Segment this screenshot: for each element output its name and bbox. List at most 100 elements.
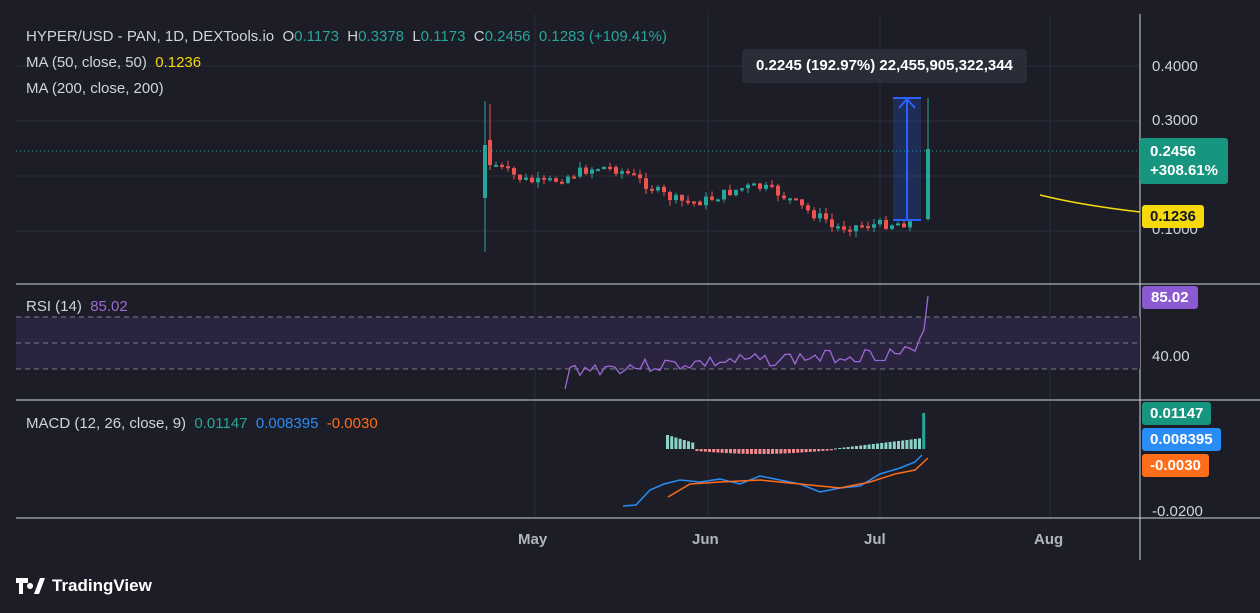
macd-histogram-bar bbox=[829, 449, 833, 451]
candle-body bbox=[788, 198, 792, 201]
macd-histogram-bar bbox=[817, 449, 821, 452]
macd-histogram-bar bbox=[674, 437, 678, 449]
close-label: C bbox=[473, 28, 485, 45]
macd-legend[interactable]: MACD (12, 26, close, 9) 0.01147 0.008395… bbox=[26, 415, 378, 432]
macd-histogram-bar bbox=[699, 449, 703, 452]
candle-body bbox=[626, 171, 630, 174]
candle-body bbox=[884, 219, 888, 229]
macd-histogram-bar bbox=[779, 449, 783, 454]
macd-histogram-bar bbox=[695, 449, 699, 452]
rsi-value: 85.02 bbox=[90, 298, 128, 315]
macd-histogram-bar bbox=[867, 444, 871, 449]
ma50-line bbox=[1039, 194, 1141, 213]
candle-body bbox=[872, 224, 876, 228]
macd-histogram-bar bbox=[792, 449, 795, 453]
candle-body bbox=[596, 169, 600, 172]
candle-body bbox=[650, 188, 654, 191]
candle-body bbox=[848, 229, 852, 232]
candle-body bbox=[560, 181, 564, 184]
candle-body bbox=[536, 177, 540, 183]
macd-histogram-bar bbox=[888, 441, 892, 449]
macd-histogram-bar bbox=[750, 449, 753, 454]
macd-histogram-bar bbox=[687, 441, 690, 449]
tradingview-logo[interactable]: TradingView bbox=[16, 576, 152, 596]
candle-body bbox=[638, 174, 642, 179]
candle-body bbox=[566, 176, 570, 184]
rsi-legend[interactable]: RSI (14) 85.02 bbox=[26, 298, 128, 315]
low-value: 0.1173 bbox=[420, 28, 466, 45]
macd-histogram-bar bbox=[729, 449, 732, 454]
ma50-price-tag: 0.1236 bbox=[1142, 205, 1204, 228]
candle-body bbox=[548, 178, 552, 181]
macd-histogram-bar bbox=[880, 442, 884, 449]
macd-histogram-bar bbox=[842, 447, 846, 449]
tradingview-icon bbox=[16, 578, 45, 594]
macd-histogram-bar bbox=[922, 413, 926, 449]
ma50-legend[interactable]: MA (50, close, 50) 0.1236 bbox=[26, 54, 201, 71]
macd-histogram-bar bbox=[892, 441, 896, 449]
macd-histogram-bar bbox=[846, 447, 850, 449]
low-label: L bbox=[412, 28, 421, 45]
macd-histogram-bar bbox=[905, 439, 909, 449]
candle-body bbox=[800, 199, 804, 206]
macd-histogram-bar bbox=[796, 449, 800, 453]
macd-histogram-bar bbox=[855, 446, 858, 449]
candle-body bbox=[524, 177, 528, 180]
high-value: 0.3378 bbox=[358, 28, 404, 45]
candle-body bbox=[746, 184, 750, 189]
candle-body bbox=[518, 174, 522, 180]
candle-body bbox=[728, 189, 732, 196]
candle-body bbox=[620, 171, 624, 174]
candle-body bbox=[692, 201, 696, 204]
macd-tag-line: 0.008395 bbox=[1142, 428, 1221, 451]
macd-signal-line bbox=[667, 457, 929, 498]
macd-histogram-bar bbox=[871, 443, 875, 449]
macd-signal-legend-value: -0.0030 bbox=[326, 415, 378, 432]
candle-body bbox=[668, 192, 672, 201]
macd-histogram-bar bbox=[758, 449, 762, 454]
open-label: O bbox=[282, 28, 295, 45]
candle-body bbox=[686, 200, 690, 203]
candle-body bbox=[602, 166, 606, 170]
macd-histogram-bar bbox=[703, 449, 707, 452]
candle-body bbox=[656, 186, 660, 191]
macd-histogram-bar bbox=[762, 449, 766, 454]
candle-body bbox=[926, 149, 930, 219]
macd-histogram-bar bbox=[808, 449, 812, 452]
ma200-legend[interactable]: MA (200, close, 200) bbox=[26, 80, 164, 97]
candle-body bbox=[578, 167, 582, 177]
macd-histogram-bar bbox=[775, 449, 779, 454]
x-tick-jun: Jun bbox=[692, 531, 719, 548]
candle-body bbox=[740, 188, 744, 191]
candle-body bbox=[782, 195, 786, 199]
measure-arrowhead bbox=[898, 97, 916, 109]
plot-background bbox=[16, 14, 1260, 560]
close-value: 0.2456 bbox=[484, 28, 531, 45]
rsi-label: RSI (14) bbox=[26, 298, 82, 315]
macd-histogram-bar bbox=[787, 449, 791, 454]
macd-histogram-bar bbox=[838, 448, 842, 450]
macd-histogram-bar bbox=[783, 449, 787, 454]
candle-body bbox=[812, 210, 816, 219]
candle-body bbox=[818, 213, 822, 219]
candle-body bbox=[890, 225, 894, 229]
macd-histogram-bar bbox=[850, 446, 854, 449]
macd-histogram-bar bbox=[708, 449, 711, 452]
macd-histogram-bar bbox=[771, 449, 774, 454]
measure-tooltip: 0.2245 (192.97%) 22,455,905,322,344 bbox=[742, 49, 1027, 83]
candle-body bbox=[488, 140, 492, 165]
price-tick-0.3: 0.3000 bbox=[1152, 112, 1198, 129]
candle-body bbox=[662, 186, 666, 193]
macd-histogram-bar bbox=[733, 449, 737, 454]
candle-body bbox=[680, 194, 684, 201]
macd-histogram-bar bbox=[666, 435, 669, 449]
last-price-change: +308.61% bbox=[1150, 162, 1218, 179]
candle-body bbox=[572, 176, 576, 179]
rsi-tick-40: 40.00 bbox=[1152, 348, 1190, 365]
ma50-label: MA (50, close, 50) bbox=[26, 54, 147, 71]
macd-histogram-bar bbox=[909, 439, 913, 449]
macd-histogram-bar bbox=[821, 449, 825, 451]
macd-histogram-bar bbox=[737, 449, 741, 454]
candle-body bbox=[866, 226, 870, 229]
